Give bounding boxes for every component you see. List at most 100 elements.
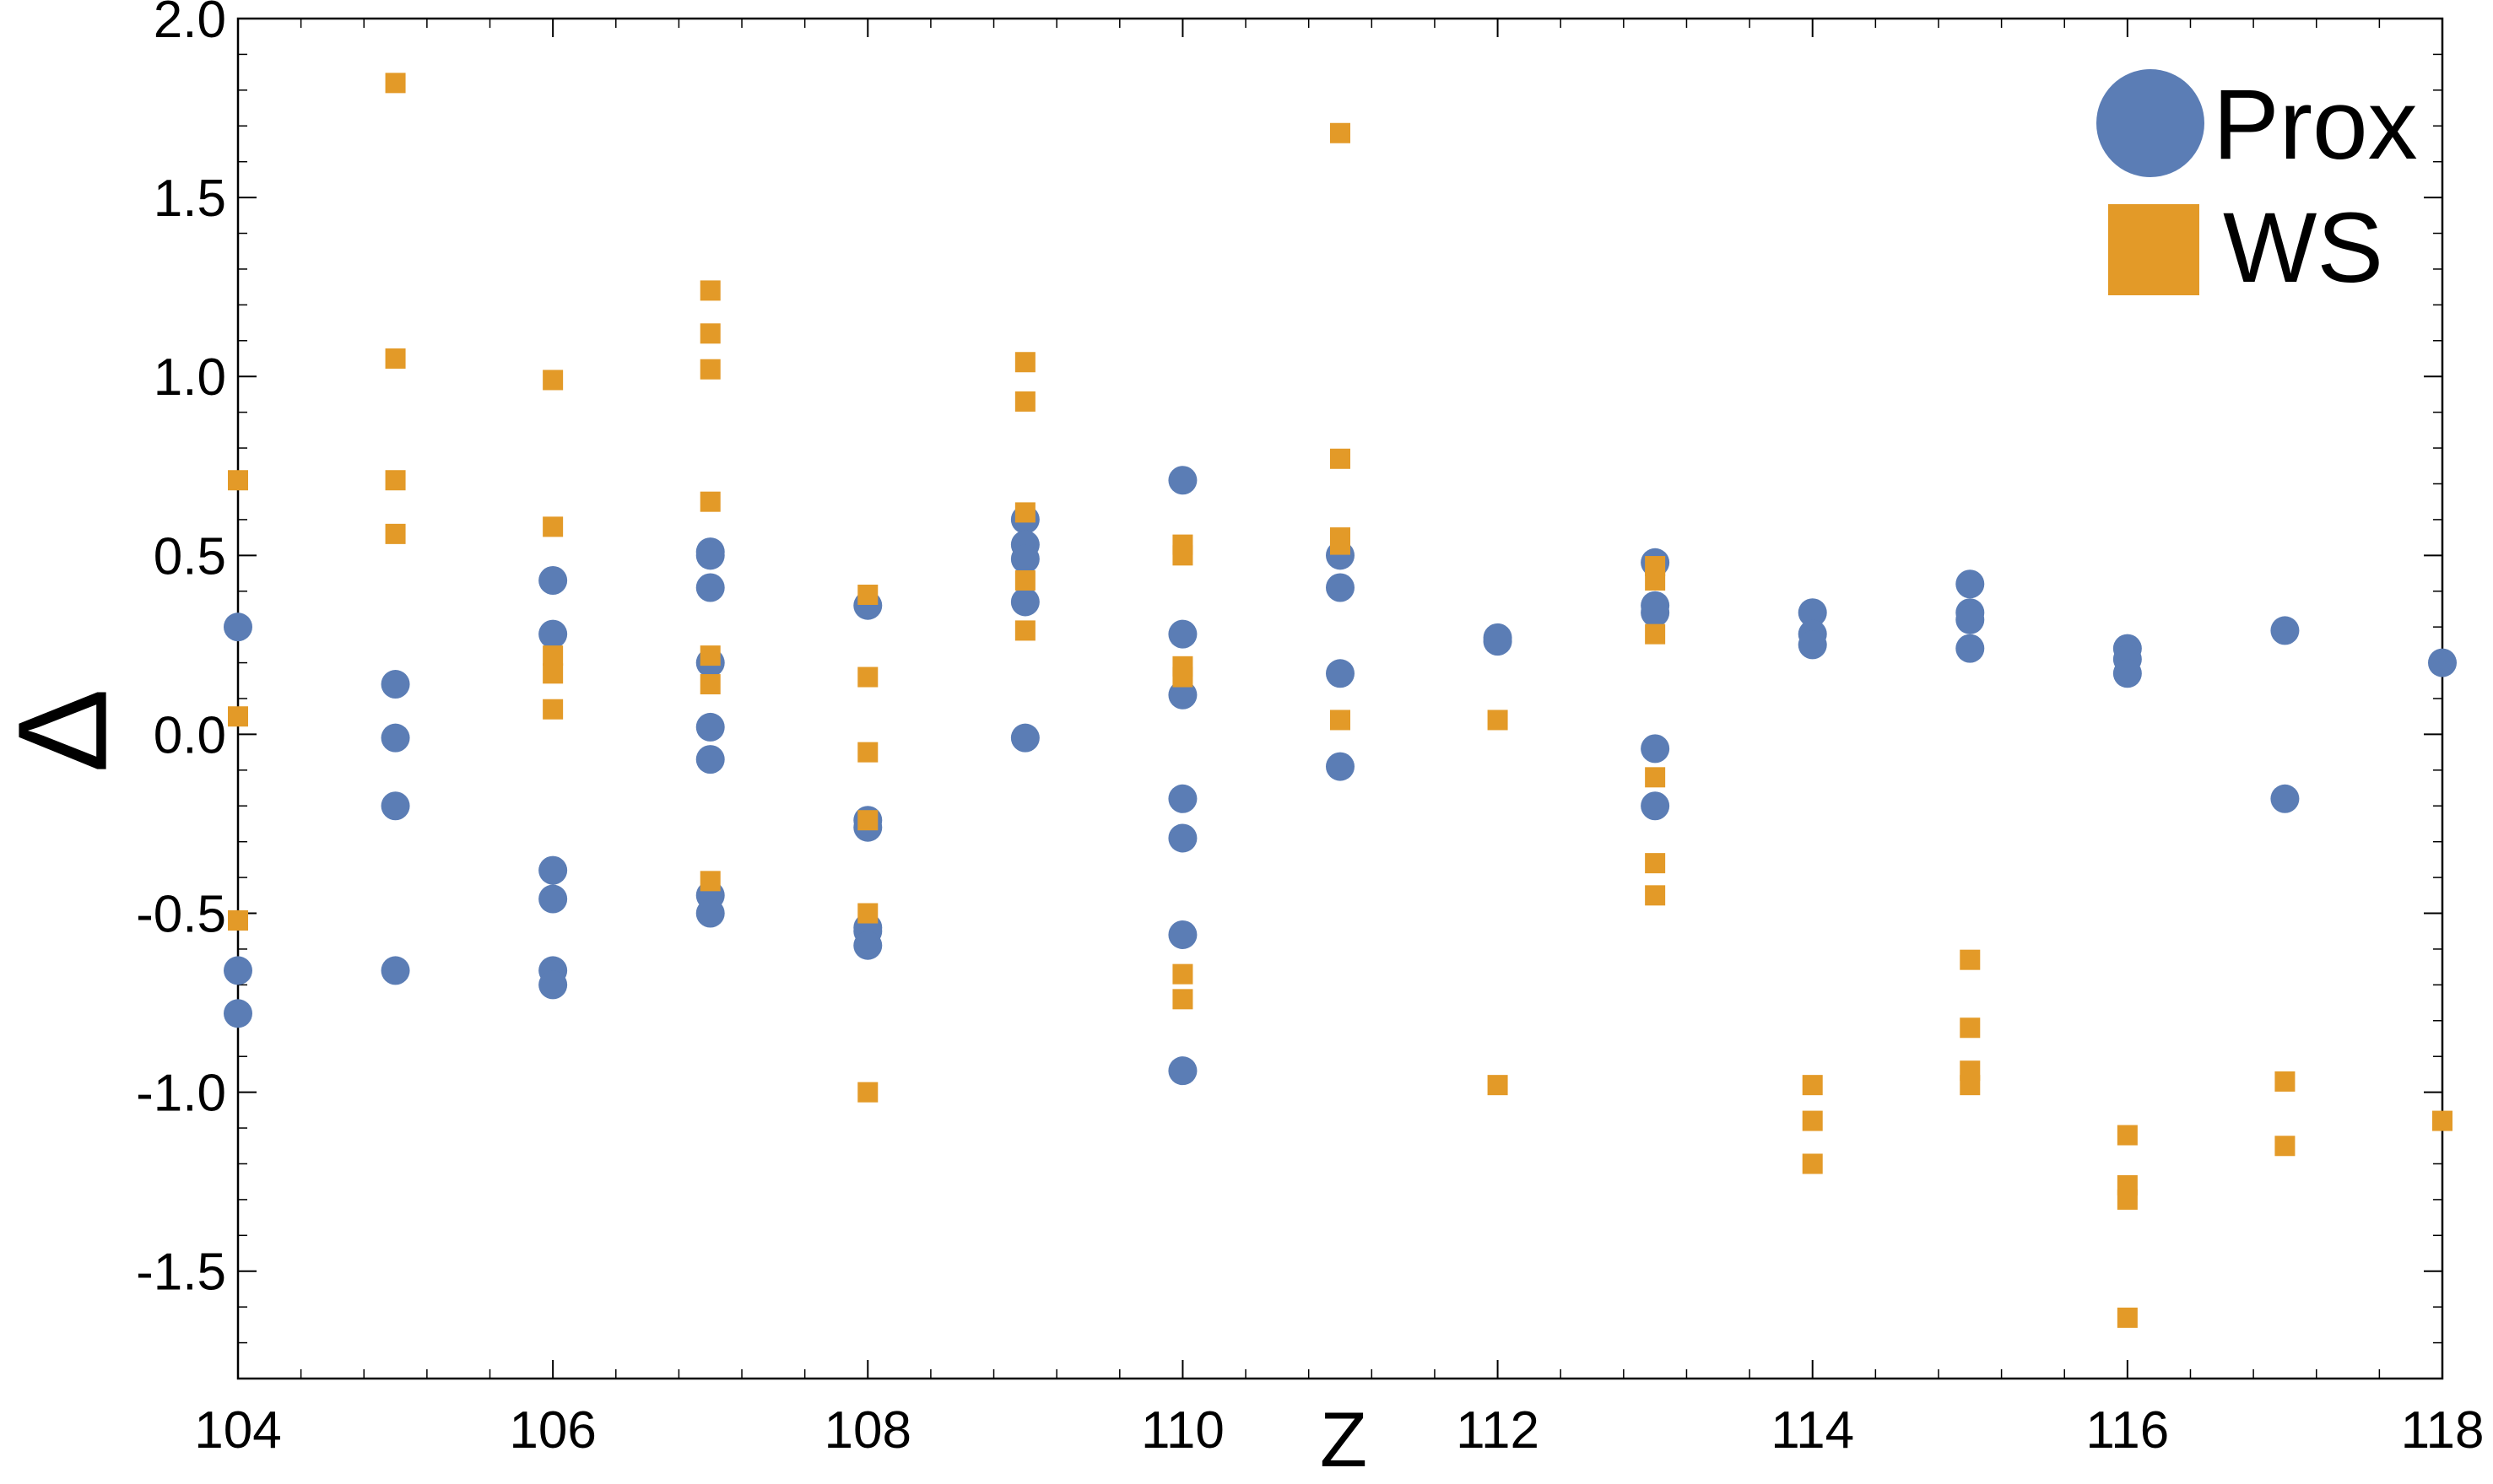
- data-point-prox: [1955, 634, 1985, 663]
- y-tick-label: -1.0: [136, 1065, 226, 1123]
- legend-marker-ws: [2108, 204, 2199, 295]
- data-point-ws: [1172, 963, 1193, 985]
- data-point-prox: [1798, 598, 1827, 628]
- data-point-prox: [538, 970, 568, 1000]
- data-point-ws: [1487, 710, 1508, 731]
- data-point-ws: [700, 491, 721, 512]
- data-point-prox: [538, 855, 568, 885]
- data-point-prox: [1010, 587, 1040, 617]
- data-point-prox: [1641, 791, 1670, 821]
- y-tick-label: -0.5: [136, 886, 226, 944]
- data-point-ws: [228, 470, 248, 491]
- x-tick-label: 106: [509, 1401, 596, 1460]
- data-point-ws: [1172, 545, 1193, 566]
- data-point-prox: [1483, 627, 1512, 656]
- data-point-prox: [381, 723, 410, 753]
- data-point-ws: [543, 663, 564, 684]
- data-point-ws: [857, 1082, 879, 1103]
- data-point-prox: [1168, 823, 1198, 853]
- data-point-ws: [1330, 534, 1350, 555]
- data-point-prox: [1326, 752, 1355, 781]
- data-point-prox: [2428, 648, 2457, 677]
- data-point-ws: [1014, 391, 1036, 412]
- x-tick-label: 114: [1771, 1401, 1854, 1460]
- legend-marker-prox: [2096, 69, 2204, 177]
- data-point-ws: [1960, 1017, 1981, 1039]
- data-point-prox: [695, 712, 725, 742]
- data-point-ws: [1487, 1075, 1508, 1096]
- data-point-ws: [700, 674, 721, 695]
- series-ws: [228, 73, 2452, 1328]
- data-point-ws: [2432, 1110, 2452, 1131]
- data-point-prox: [695, 745, 725, 774]
- y-tick-label: 0.0: [154, 706, 226, 764]
- data-point-prox: [381, 791, 410, 821]
- data-point-ws: [1172, 989, 1193, 1010]
- data-point-ws: [2274, 1136, 2296, 1157]
- legend-label-ws: WS: [2223, 192, 2383, 304]
- data-point-ws: [385, 73, 406, 94]
- data-point-prox: [224, 956, 252, 985]
- data-point-ws: [1645, 623, 1666, 645]
- data-point-ws: [1014, 620, 1036, 641]
- data-point-ws: [857, 810, 879, 831]
- data-point-prox: [1168, 784, 1198, 813]
- x-tick-label: 110: [1141, 1401, 1225, 1460]
- data-point-prox: [1010, 544, 1040, 574]
- data-point-ws: [1014, 502, 1036, 523]
- data-point-ws: [1960, 949, 1981, 970]
- data-point-prox: [1168, 1056, 1198, 1086]
- data-point-prox: [1326, 659, 1355, 688]
- data-point-prox: [224, 999, 252, 1028]
- data-point-ws: [543, 516, 564, 537]
- data-point-prox: [1641, 598, 1670, 628]
- data-point-ws: [1330, 448, 1350, 469]
- data-point-ws: [2117, 1125, 2138, 1146]
- data-point-prox: [1168, 466, 1198, 495]
- data-point-prox: [1168, 920, 1198, 949]
- data-point-ws: [543, 370, 564, 391]
- data-point-prox: [1955, 605, 1985, 634]
- data-point-prox: [224, 612, 252, 642]
- data-point-prox: [1955, 569, 1985, 599]
- data-point-ws: [1330, 710, 1350, 731]
- data-point-ws: [1645, 853, 1666, 874]
- data-point-prox: [1798, 630, 1827, 660]
- axis-tick-labels: 104 106 108 110 112 114 116 118 -1.5 -1.0 -0.5 0.0 0…: [136, 0, 2484, 1460]
- data-point-prox: [538, 619, 568, 649]
- data-point-prox: [381, 956, 410, 985]
- data-point-prox: [381, 670, 410, 699]
- data-point-ws: [700, 871, 721, 892]
- data-point-ws: [543, 699, 564, 720]
- data-point-ws: [700, 359, 721, 380]
- data-point-ws: [857, 742, 879, 763]
- x-tick-label: 116: [2085, 1401, 2169, 1460]
- data-point-prox: [538, 884, 568, 914]
- x-tick-label: 118: [2401, 1401, 2485, 1460]
- data-point-ws: [1802, 1110, 1823, 1131]
- data-points: [224, 73, 2457, 1328]
- x-tick-label: 112: [1456, 1401, 1539, 1460]
- data-point-ws: [857, 903, 879, 924]
- data-point-ws: [1330, 122, 1350, 143]
- data-point-prox: [1010, 723, 1040, 753]
- y-tick-label: 2.0: [154, 0, 226, 49]
- data-point-ws: [857, 666, 879, 688]
- data-point-ws: [1960, 1075, 1981, 1096]
- data-point-prox: [2270, 616, 2300, 645]
- y-tick-label: 1.0: [154, 348, 226, 407]
- data-point-prox: [2112, 659, 2142, 688]
- data-point-prox: [695, 898, 725, 928]
- data-point-ws: [385, 348, 406, 369]
- data-point-ws: [385, 470, 406, 491]
- data-point-prox: [538, 566, 568, 596]
- data-point-ws: [1014, 352, 1036, 373]
- data-point-ws: [1802, 1075, 1823, 1096]
- data-point-prox: [695, 573, 725, 602]
- y-tick-label: 0.5: [154, 527, 226, 586]
- data-point-ws: [1645, 570, 1666, 591]
- data-point-prox: [853, 931, 883, 960]
- data-point-ws: [700, 645, 721, 666]
